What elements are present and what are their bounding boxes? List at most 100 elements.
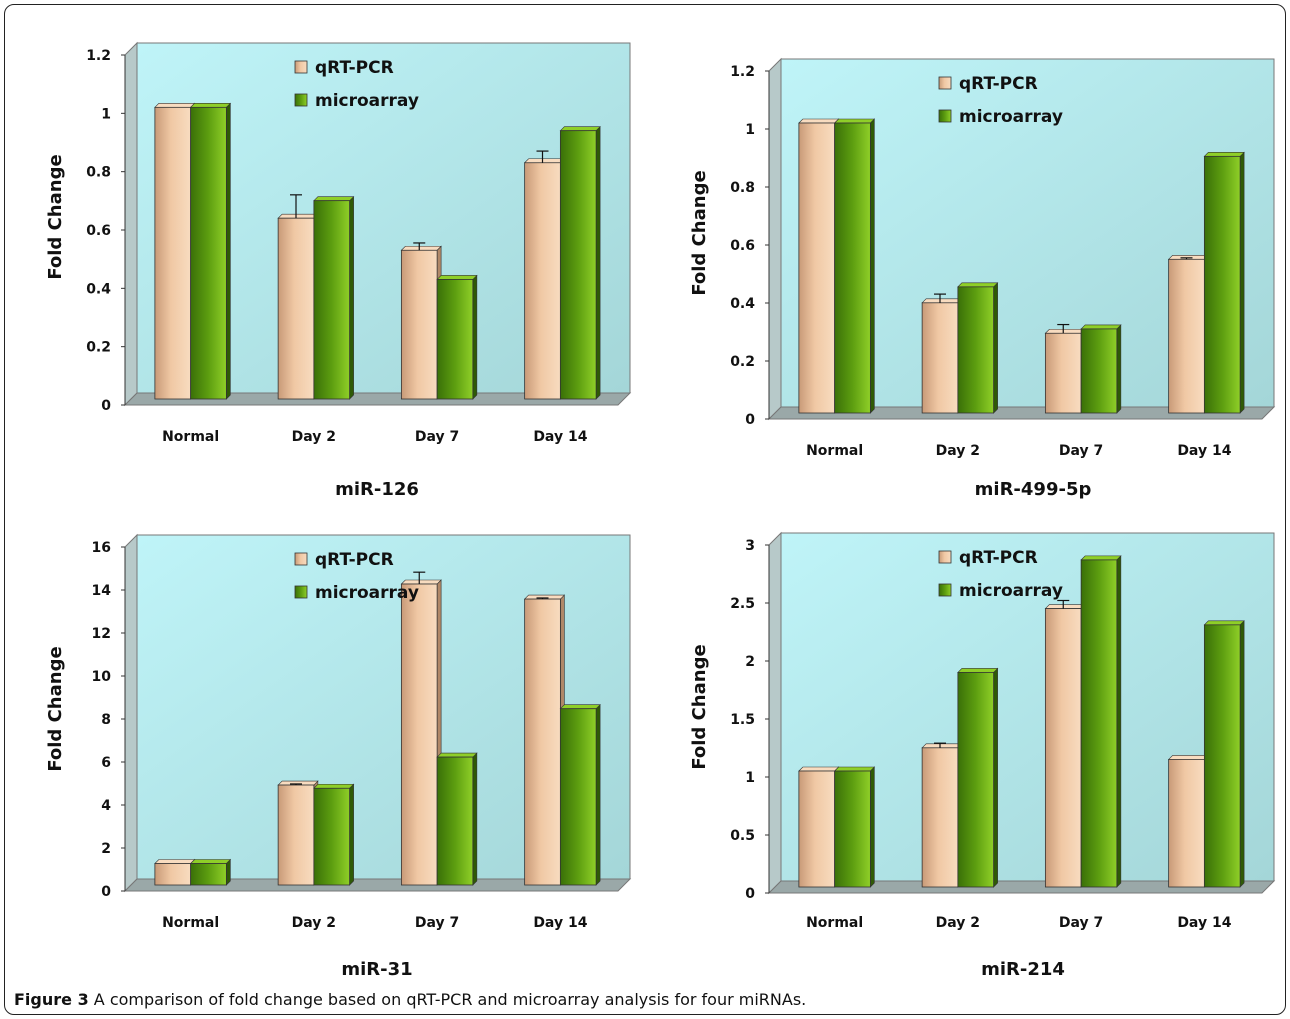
qrt-pcr-bar [277, 784, 315, 886]
microarray-bar-side [870, 766, 875, 888]
microarray-bar-top [436, 275, 478, 280]
microarray-bar-top [833, 766, 876, 772]
y-tick-label: 0.8 [730, 180, 755, 196]
y-tick-label: 16 [92, 540, 111, 556]
chart-svg-mir-214: 0 0.5 1 1.5 2 2.5 3 Fold Change Normal Day 2 Day 7… [689, 531, 1276, 931]
chart-title: miR-214 [981, 959, 1065, 980]
plot-side-wall [124, 533, 138, 893]
legend-swatch-qrt-pcr [938, 550, 952, 564]
chart-svg-mir-499-5p: 0 0.2 0.4 0.6 0.8 1 1.2 Fold Change Normal Day 2 D… [689, 57, 1276, 459]
y-tick-label: 0.2 [86, 340, 111, 356]
legend-swatch-microarray [294, 93, 308, 107]
microarray-bar-top [957, 668, 999, 673]
x-category-label: Day 7 [1059, 915, 1103, 931]
qrt-pcr-bar-top [798, 766, 840, 772]
legend: qRT-PCR microarray [938, 548, 1063, 601]
caption-label: Figure 3 [14, 990, 89, 1009]
y-tick-label: 10 [92, 669, 112, 685]
microarray-bar [957, 671, 995, 888]
y-axis-label: Fold Change [45, 646, 66, 771]
qrt-pcr-bar [1044, 332, 1082, 414]
qrt-pcr-bar [154, 106, 192, 400]
microarray-bar-top [957, 282, 999, 288]
y-tick-label: 0.4 [730, 296, 755, 312]
microarray-bar-side [1239, 620, 1245, 888]
microarray-bar [834, 770, 871, 888]
qrt-pcr-bar [524, 598, 561, 886]
qrt-pcr-bar [1044, 608, 1082, 888]
qrt-pcr-bar-top [1044, 328, 1086, 334]
y-tick-label: 12 [92, 626, 111, 642]
microarray-bar-top [1080, 324, 1122, 330]
microarray-bar [190, 106, 227, 400]
legend-label-microarray: microarray [959, 107, 1063, 127]
chart-title: miR-126 [335, 479, 419, 500]
y-tick-label: 3 [745, 538, 755, 554]
microarray-bar-top [189, 859, 232, 864]
qrt-pcr-bar [1168, 258, 1205, 414]
y-tick-label: 1.5 [730, 712, 755, 728]
qrt-pcr-bar-top [798, 118, 840, 124]
y-tick-label: 0.6 [730, 238, 755, 254]
microarray-bar [1080, 328, 1118, 414]
microarray-bar-top [313, 783, 355, 789]
chart-title: miR-31 [341, 959, 413, 980]
legend-swatch-microarray [938, 109, 952, 123]
x-category-label: Day 14 [533, 915, 587, 931]
y-tick-label: 4 [101, 798, 111, 814]
microarray-bar-side [993, 282, 998, 414]
y-axis-label: Fold Change [689, 644, 710, 769]
qrt-pcr-bar-top [277, 213, 319, 219]
microarray-bar-top [1203, 620, 1245, 626]
microarray-bar-side [226, 858, 231, 886]
y-tick-label: 0.4 [86, 281, 111, 297]
microarray-bar-side [993, 667, 998, 888]
legend: qRT-PCR microarray [294, 550, 419, 603]
qrt-pcr-bar-top [523, 158, 566, 164]
microarray-bar [957, 286, 995, 414]
legend-label-qrt-pcr: qRT-PCR [315, 550, 394, 570]
y-tick-label: 1 [101, 106, 111, 122]
chart-mir-126: 0 0.2 0.4 0.6 0.8 1 1.2 Fold Change Normal Day 2 D… [41, 27, 632, 500]
y-tick-label: 0 [745, 412, 755, 428]
y-tick-label: 1.2 [86, 48, 111, 64]
legend: qRT-PCR microarray [938, 74, 1063, 127]
qrt-pcr-bar [277, 217, 315, 400]
microarray-bar-side [1116, 555, 1122, 888]
qrt-pcr-bar [798, 770, 836, 888]
microarray-bar [559, 130, 597, 400]
microarray-bar-side [595, 703, 601, 886]
plot-side-wall [768, 57, 782, 421]
legend-swatch-qrt-pcr [294, 552, 308, 566]
qrt-pcr-bar-top [1167, 755, 1210, 760]
chart-mir-499-5p: 0 0.2 0.4 0.6 0.8 1 1.2 Fold Change Normal Day 2 D… [685, 43, 1276, 503]
microarray-bar-side [226, 102, 231, 400]
figure-frame: 0 0.2 0.4 0.6 0.8 1 1.2 Fold Change Normal Day 2 D… [4, 4, 1286, 1015]
legend-swatch-microarray [294, 585, 308, 599]
plot-side-wall [124, 41, 138, 407]
y-tick-label: 1 [745, 770, 755, 786]
y-tick-label: 1.2 [730, 64, 755, 80]
chart-mir-31: 0 2 4 6 8 10 12 14 16 Fold Change Normal Day 2 Day 7… [41, 519, 632, 989]
microarray-bar-side [595, 125, 601, 400]
x-category-label: Day 2 [936, 443, 980, 459]
legend-label-microarray: microarray [315, 91, 419, 111]
qrt-pcr-bar [400, 583, 438, 886]
legend-label-qrt-pcr: qRT-PCR [959, 548, 1038, 568]
x-category-label: Day 14 [533, 429, 587, 445]
y-tick-label: 2 [101, 841, 111, 857]
x-category-label: Day 14 [1177, 443, 1231, 459]
chart-mir-214: 0 0.5 1 1.5 2 2.5 3 Fold Change Normal Day 2 Day 7… [685, 517, 1276, 987]
qrt-pcr-bar [1168, 758, 1205, 888]
x-category-label: Day 7 [1059, 443, 1103, 459]
microarray-bar-top [1080, 555, 1122, 561]
y-tick-label: 0.5 [730, 828, 755, 844]
microarray-bar-side [472, 274, 478, 400]
caption-text: A comparison of fold change based on qRT… [88, 990, 807, 1009]
microarray-bar [559, 708, 597, 886]
x-category-label: Normal [162, 915, 219, 931]
microarray-bar [1203, 624, 1241, 888]
legend-label-microarray: microarray [315, 583, 419, 603]
microarray-bar-side [349, 783, 354, 886]
microarray-bar-top [833, 118, 876, 124]
